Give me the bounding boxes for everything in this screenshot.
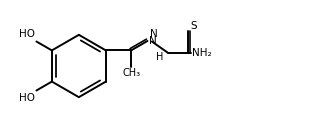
Text: NH₂: NH₂ bbox=[192, 48, 212, 58]
Text: H: H bbox=[156, 52, 163, 62]
Text: HO: HO bbox=[19, 93, 35, 103]
Text: N: N bbox=[149, 36, 157, 46]
Text: N: N bbox=[149, 29, 157, 39]
Text: S: S bbox=[191, 21, 197, 31]
Text: CH₃: CH₃ bbox=[122, 68, 140, 78]
Text: HO: HO bbox=[19, 29, 35, 39]
